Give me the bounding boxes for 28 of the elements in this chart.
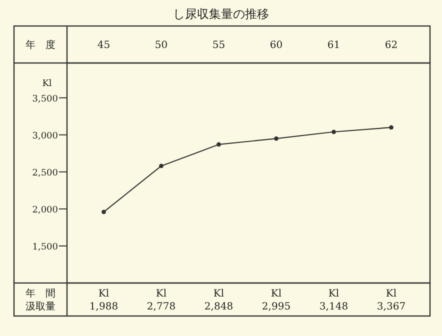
point xyxy=(102,210,106,214)
y-tick-label: 2,000 xyxy=(32,205,58,216)
x-tick-label: 45 xyxy=(97,40,110,51)
text: Kl 3,367 xyxy=(376,288,406,312)
y-tick-label: 1,500 xyxy=(32,242,58,252)
text: Kl 1,988 xyxy=(89,288,118,312)
x-tick-label: 50 xyxy=(154,40,168,51)
text: 汲取量 xyxy=(26,300,56,312)
x-tick-label: 62 xyxy=(384,40,398,51)
text: 年 間 xyxy=(26,288,56,300)
point xyxy=(216,142,221,147)
point xyxy=(274,136,278,141)
text: Kl 2,848 xyxy=(204,288,234,312)
x-tick-label: 60 xyxy=(270,40,283,51)
text: Kl 3,148 xyxy=(319,288,348,312)
y-tick-label: 3,000 xyxy=(32,131,58,142)
y-axis-title: Kl xyxy=(42,78,52,89)
text: Kl 2,778 xyxy=(146,288,176,312)
x-tick-label: 61 xyxy=(327,40,340,51)
point xyxy=(389,125,394,130)
chart-title: し尿収集量の推移 xyxy=(173,7,269,21)
x-tick-label: 55 xyxy=(212,40,226,51)
text: 年 度 xyxy=(26,39,56,51)
y-tick-label: 3,500 xyxy=(32,94,58,104)
y-tick-label: 2,500 xyxy=(32,168,58,178)
point xyxy=(159,164,164,168)
text: Kl 2,995 xyxy=(262,288,291,312)
point xyxy=(332,130,336,134)
